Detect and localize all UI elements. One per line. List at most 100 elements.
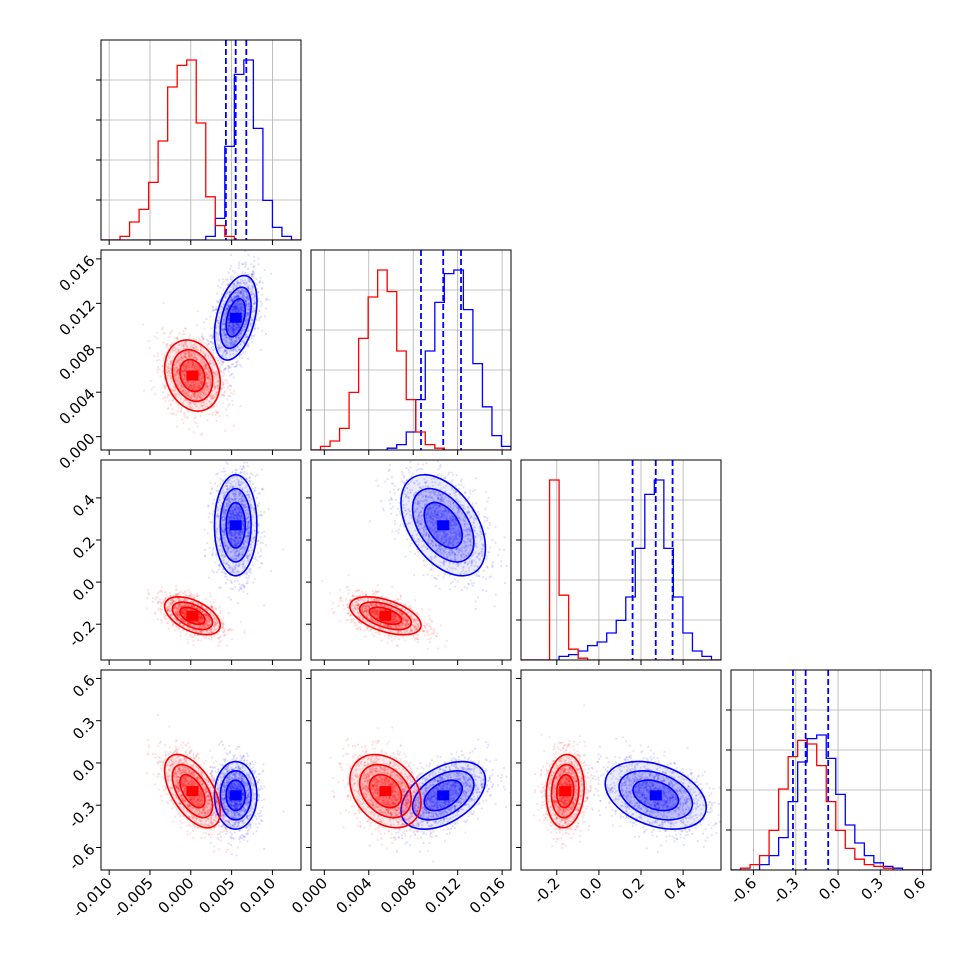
sample-point (167, 367, 170, 371)
sample-point (224, 349, 227, 352)
sample-point (234, 291, 237, 294)
sample-point (225, 379, 228, 382)
sample-point (201, 374, 204, 378)
sample-point (210, 348, 213, 351)
sample-point (234, 295, 237, 298)
sample-point (223, 333, 226, 337)
sample-point (221, 381, 224, 384)
sample-point (251, 287, 254, 291)
sample-point (230, 456, 232, 458)
sample-point (210, 397, 213, 400)
sample-point (226, 307, 230, 310)
sample-point (225, 308, 228, 311)
sample-point (188, 354, 191, 357)
sample-point (237, 292, 240, 295)
sample-point (234, 322, 238, 325)
sample-point (161, 326, 165, 329)
sample-point (226, 405, 229, 408)
sample-point (224, 310, 227, 313)
sample-point (223, 295, 227, 298)
sample-point (260, 468, 264, 471)
sample-point (215, 308, 218, 311)
sample-point (245, 282, 248, 285)
sample-point (254, 555, 257, 558)
sample-point (227, 304, 231, 308)
sample-point (230, 334, 233, 337)
sample-point (227, 327, 231, 330)
sample-point (217, 379, 220, 382)
sample-point (194, 368, 197, 371)
sample-point (239, 332, 242, 335)
sample-point (226, 309, 229, 312)
sample-point (211, 342, 214, 345)
sample-point (147, 339, 150, 343)
sample-point (216, 359, 220, 363)
sample-point (252, 310, 255, 313)
sample-point (221, 346, 224, 349)
sample-point (239, 292, 242, 295)
sample-point (246, 357, 250, 360)
sample-point (198, 377, 201, 380)
sample-point (194, 388, 197, 392)
sample-point (255, 496, 258, 499)
sample-point (182, 386, 185, 389)
sample-point (237, 303, 241, 307)
sample-point (231, 327, 235, 330)
sample-point (202, 321, 206, 324)
sample-point (183, 368, 186, 372)
sample-point (213, 308, 216, 312)
sample-point (233, 343, 236, 346)
sample-point (187, 355, 191, 358)
sample-point (197, 393, 200, 397)
sample-point (230, 290, 233, 293)
sample-point (263, 268, 267, 272)
sample-point (224, 339, 227, 342)
sample-point (240, 306, 244, 309)
sample-point (229, 301, 232, 305)
sample-point (224, 313, 227, 316)
sample-point (235, 294, 239, 298)
sample-point (242, 309, 245, 313)
sample-point (211, 345, 214, 348)
sample-point (185, 345, 189, 348)
sample-point (224, 333, 228, 337)
sample-point (231, 322, 234, 325)
sample-point (203, 393, 206, 396)
sample-point (237, 294, 241, 297)
sample-point (185, 366, 188, 369)
sample-point (239, 465, 242, 468)
sample-point (167, 374, 171, 377)
sample-point (221, 361, 224, 364)
sample-point (239, 586, 242, 589)
sample-point (208, 592, 212, 595)
sample-point (203, 548, 207, 551)
sample-point (260, 554, 263, 558)
sample-point (240, 588, 244, 591)
sample-point (189, 363, 192, 367)
sample-point (231, 363, 235, 366)
sample-point (234, 307, 237, 310)
sample-point (182, 369, 185, 372)
sample-point (270, 569, 273, 573)
sample-point (234, 302, 237, 305)
sample-point (211, 336, 214, 340)
sample-point (217, 344, 221, 348)
sample-point (218, 316, 221, 319)
sample-point (183, 391, 186, 394)
sample-point (217, 346, 220, 349)
sample-point (228, 300, 231, 304)
sample-point (245, 295, 249, 298)
sample-point (231, 330, 235, 333)
sample-point (189, 347, 192, 350)
sample-point (246, 312, 249, 316)
sample-point (186, 391, 189, 394)
sample-point (243, 336, 246, 339)
sample-point (192, 430, 195, 434)
sample-point (255, 559, 258, 562)
sample-point (224, 349, 227, 352)
sample-point (251, 564, 254, 567)
sample-point (178, 627, 181, 630)
sample-point (233, 340, 237, 344)
sample-point (217, 322, 221, 325)
sample-point (221, 282, 224, 286)
